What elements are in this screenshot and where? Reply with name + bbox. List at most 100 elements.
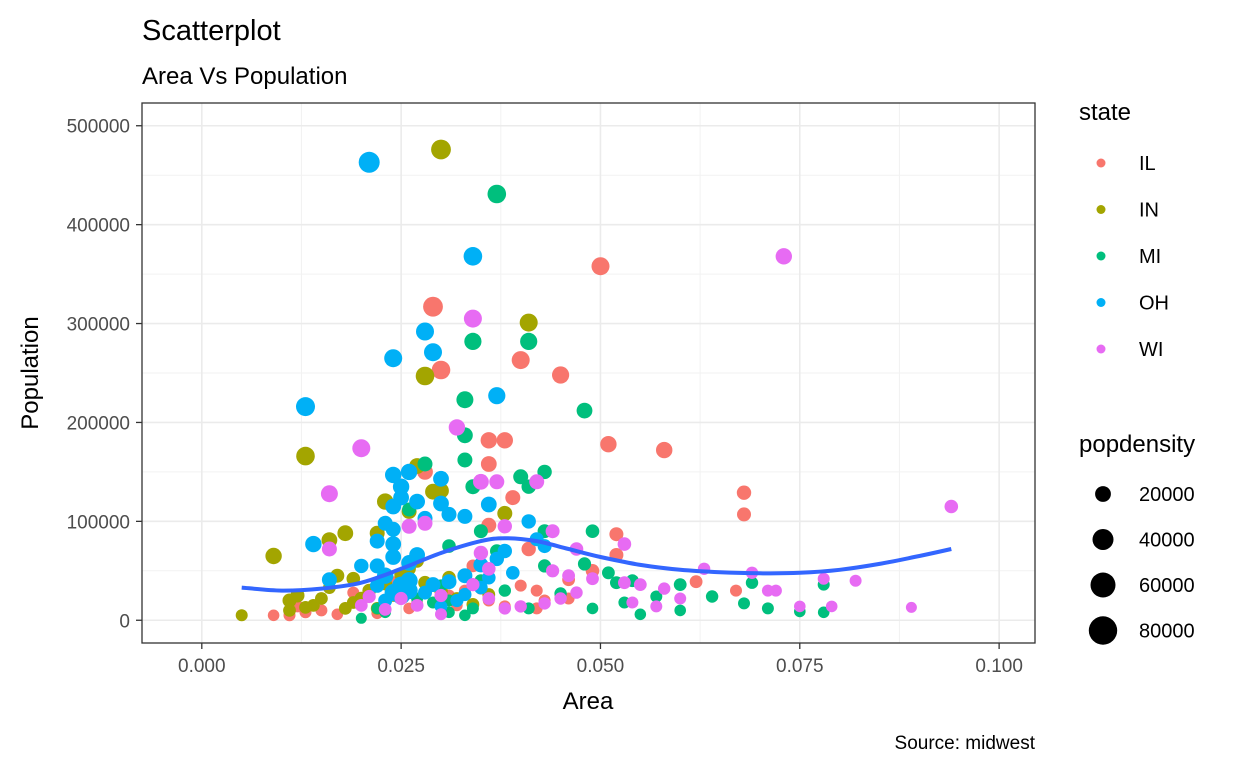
legend-label-wi: WI <box>1139 339 1163 361</box>
point-wi <box>434 588 448 603</box>
legend-label-mi: MI <box>1139 246 1161 268</box>
point-oh <box>392 478 410 495</box>
point-wi <box>545 524 560 539</box>
point-oh <box>385 549 402 565</box>
point-wi <box>378 603 392 616</box>
point-wi <box>825 600 838 613</box>
legend-popdensity: popdensity 20000 40000 60000 80000 <box>1079 431 1195 645</box>
point-in <box>415 366 435 386</box>
y-axis: 0 100000 200000 300000 400000 500000 <box>67 117 142 632</box>
point-mi <box>498 584 511 597</box>
point-oh <box>433 470 449 487</box>
point-il <box>496 432 513 449</box>
point-oh <box>370 578 385 593</box>
point-wi <box>463 309 482 328</box>
chart-subtitle: Area Vs Population <box>142 63 347 90</box>
point-oh <box>450 593 464 608</box>
legend-size-label: 60000 <box>1139 575 1195 597</box>
point-il <box>530 584 543 597</box>
point-mi <box>673 578 687 591</box>
point-oh <box>358 151 380 173</box>
point-mi <box>705 590 719 603</box>
point-oh <box>457 568 473 584</box>
point-wi <box>674 592 687 605</box>
point-in <box>296 446 315 466</box>
point-wi <box>514 600 527 613</box>
point-wi <box>435 608 447 621</box>
point-wi <box>320 485 338 503</box>
legend-size-label: 20000 <box>1139 484 1195 506</box>
point-in <box>299 601 312 614</box>
point-mi <box>520 332 538 350</box>
point-in <box>519 313 538 332</box>
point-oh <box>354 558 369 574</box>
point-in <box>283 604 296 617</box>
point-mi <box>466 602 479 615</box>
point-oh <box>418 585 432 600</box>
point-oh <box>457 508 473 524</box>
point-il <box>609 527 624 542</box>
point-il <box>737 507 751 522</box>
point-wi <box>489 474 505 490</box>
point-oh <box>521 514 536 529</box>
point-oh <box>463 246 483 266</box>
legend-state-title: state <box>1079 99 1131 126</box>
point-oh <box>416 322 434 341</box>
point-wi <box>466 578 480 592</box>
point-oh <box>400 463 418 481</box>
point-wi <box>362 589 376 604</box>
x-tick-label: 0.000 <box>178 656 226 677</box>
legend-key-mi <box>1096 251 1106 261</box>
point-wi <box>473 473 489 490</box>
point-in <box>497 505 513 521</box>
grid-lines <box>142 103 1035 643</box>
point-oh <box>321 572 337 588</box>
y-tick-label: 0 <box>119 611 130 632</box>
point-oh <box>424 343 442 362</box>
legend-key-wi <box>1096 344 1106 354</box>
legend-key-oh <box>1096 298 1106 307</box>
point-wi <box>497 519 512 534</box>
point-il <box>480 456 497 472</box>
point-mi <box>457 452 473 468</box>
point-wi <box>633 578 647 591</box>
point-mi <box>738 597 750 610</box>
point-in <box>425 483 441 500</box>
point-wi <box>618 576 631 590</box>
y-axis-label: Population <box>17 316 44 429</box>
y-tick-label: 500000 <box>67 117 130 138</box>
point-wi <box>849 574 862 587</box>
panel-border <box>141 102 1036 644</box>
y-tick-label: 400000 <box>67 216 130 237</box>
point-wi <box>626 596 639 609</box>
point-wi <box>944 499 959 514</box>
point-il <box>656 441 673 459</box>
point-in <box>235 609 248 622</box>
point-oh <box>488 387 506 405</box>
x-axis: 0.000 0.025 0.050 0.075 0.100 <box>178 643 1023 677</box>
y-tick-label: 100000 <box>67 512 130 533</box>
legend-size-label: 80000 <box>1139 621 1195 643</box>
point-mi <box>537 464 552 480</box>
point-il <box>511 351 530 370</box>
point-mi <box>586 602 599 615</box>
point-wi <box>321 541 337 557</box>
point-in <box>315 592 328 605</box>
point-oh <box>385 536 402 552</box>
point-oh <box>305 535 322 553</box>
point-mi <box>456 391 474 409</box>
point-wi <box>617 537 632 551</box>
point-wi <box>354 599 368 612</box>
point-il <box>505 490 521 506</box>
point-wi <box>761 584 774 597</box>
point-mi <box>355 612 367 624</box>
point-wi <box>352 439 371 458</box>
x-tick-label: 0.025 <box>377 656 425 677</box>
legend-label-oh: OH <box>1139 293 1169 315</box>
legend-label-il: IL <box>1139 153 1156 175</box>
point-mi <box>464 332 482 350</box>
point-oh <box>385 466 402 484</box>
point-oh <box>480 496 497 513</box>
point-oh <box>384 349 403 368</box>
point-wi <box>775 248 792 265</box>
